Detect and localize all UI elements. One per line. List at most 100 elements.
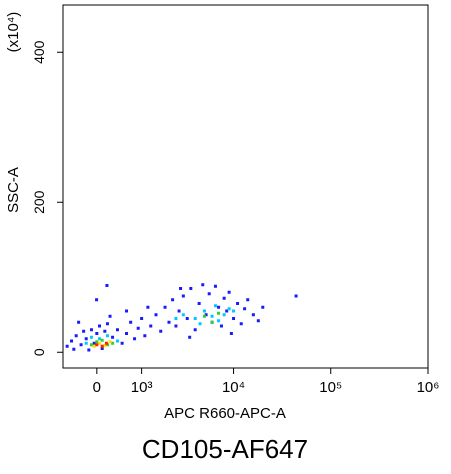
point [193, 328, 197, 332]
point [210, 320, 214, 324]
point [174, 324, 178, 328]
point [87, 348, 91, 352]
point [201, 283, 205, 287]
point [227, 290, 231, 294]
point [171, 298, 175, 302]
point [89, 335, 93, 339]
point [120, 341, 124, 345]
point [100, 347, 104, 350]
point [227, 307, 231, 311]
point [188, 335, 192, 339]
point [202, 309, 206, 313]
point [232, 309, 236, 313]
x-tick-label: 10⁶ [417, 379, 440, 396]
point [167, 320, 171, 324]
point [185, 317, 189, 320]
point [92, 341, 96, 345]
point [181, 294, 185, 298]
point [197, 302, 201, 305]
point [82, 329, 86, 333]
point [136, 326, 140, 330]
point [294, 294, 298, 298]
y-tick-label: 200 [31, 190, 47, 214]
point [84, 337, 88, 341]
point [154, 313, 158, 317]
x-tick-label: 10⁴ [222, 379, 245, 396]
point [108, 314, 112, 318]
y-tick-label: 0 [31, 348, 47, 356]
y-tick-label: 400 [31, 40, 47, 64]
point [72, 347, 76, 351]
point [225, 309, 229, 313]
point [65, 344, 69, 348]
point [111, 335, 115, 339]
point [251, 313, 255, 317]
point [236, 302, 240, 305]
point [222, 313, 226, 317]
point [133, 337, 137, 341]
point [149, 324, 153, 328]
point [98, 324, 102, 328]
point [213, 284, 217, 288]
point [89, 343, 93, 347]
point [143, 334, 147, 338]
point [207, 292, 211, 296]
point [98, 341, 102, 345]
point [217, 305, 221, 309]
point [219, 324, 223, 328]
point [105, 284, 109, 287]
point [246, 298, 250, 302]
point [159, 329, 163, 333]
point [163, 305, 167, 309]
point [174, 317, 178, 320]
point [105, 322, 109, 326]
point [217, 319, 221, 323]
point [70, 339, 74, 343]
point [146, 305, 150, 309]
plot-frame [62, 4, 429, 369]
point [189, 287, 193, 290]
point [239, 322, 243, 326]
point [103, 329, 107, 333]
point [111, 341, 115, 345]
point [210, 314, 214, 318]
point [229, 332, 233, 335]
point [95, 332, 99, 335]
point [140, 317, 144, 320]
point [103, 344, 107, 347]
point [193, 317, 197, 320]
point [95, 298, 99, 302]
point [79, 343, 83, 347]
point [92, 344, 96, 348]
point [100, 344, 104, 348]
point [100, 338, 104, 342]
point [243, 307, 247, 311]
point [77, 320, 81, 324]
point [115, 328, 119, 332]
point [177, 309, 181, 313]
y-axis-unit: (x10⁴) [5, 12, 22, 53]
point [74, 334, 78, 338]
point [125, 332, 129, 335]
x-tick-label: 0 [93, 379, 101, 396]
point [129, 320, 133, 324]
point [198, 322, 202, 326]
point [105, 334, 109, 338]
point [202, 314, 206, 318]
point [98, 337, 102, 341]
x-tick-label: 10³ [131, 379, 153, 396]
chart-title: CD105-AF647 [142, 434, 308, 464]
point [217, 311, 221, 315]
point [89, 328, 93, 332]
point [104, 341, 108, 345]
point [232, 317, 236, 320]
point [108, 340, 112, 344]
x-tick-label: 10⁵ [319, 379, 342, 396]
point [84, 341, 88, 345]
point [256, 319, 260, 323]
x-axis-label: APC R660-APC-A [164, 405, 286, 422]
point [115, 339, 119, 343]
point [222, 296, 226, 300]
point [179, 287, 183, 290]
